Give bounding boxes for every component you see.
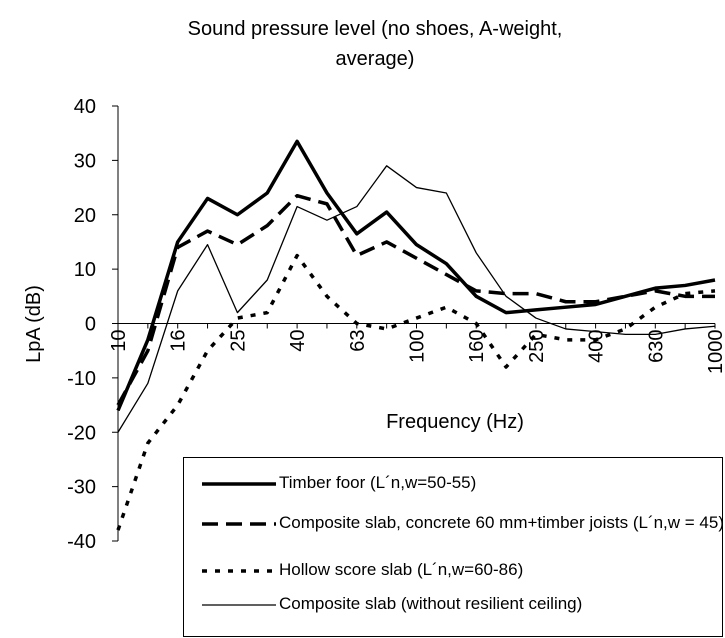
x-tick-label: 100 bbox=[407, 330, 429, 363]
legend-swatches bbox=[202, 482, 276, 606]
y-tick-label: 40 bbox=[74, 96, 96, 118]
y-axis-label: LpA (dB) bbox=[23, 285, 45, 363]
legend-label: Hollow score slab (L´n,w=60-86) bbox=[279, 560, 524, 579]
legend-label: Composite slab, concrete 60 mm+timber jo… bbox=[279, 513, 725, 532]
y-tick-label: 10 bbox=[74, 259, 96, 281]
legend-label: Composite slab (without resilient ceilin… bbox=[279, 594, 583, 613]
y-tick-label: 0 bbox=[85, 314, 96, 336]
legend-label: Timber foor (L´n,w=50-55) bbox=[279, 473, 477, 492]
chart-title: Sound pressure level (no shoes, A-weight… bbox=[187, 18, 563, 70]
x-tick-label: 16 bbox=[168, 330, 190, 352]
x-tick-label: 1000 bbox=[705, 330, 725, 375]
y-tick-label: -40 bbox=[67, 531, 96, 553]
y-tick-label: 20 bbox=[74, 205, 96, 227]
series-line bbox=[116, 193, 715, 406]
x-tick-label: 160 bbox=[466, 330, 488, 363]
x-tick-label: 630 bbox=[645, 330, 667, 363]
y-tick-label: -20 bbox=[67, 422, 96, 444]
x-tick-label: 400 bbox=[586, 330, 608, 363]
series-line bbox=[116, 139, 716, 412]
y-tick-label: 30 bbox=[74, 150, 96, 172]
x-tick-label: 25 bbox=[227, 330, 249, 352]
series-line bbox=[117, 165, 716, 433]
x-tick-label: 63 bbox=[347, 330, 369, 352]
x-axis-label: Frequency (Hz) bbox=[386, 411, 524, 433]
y-tick-label: -30 bbox=[67, 477, 96, 499]
x-tick-label: 10 bbox=[108, 330, 130, 352]
series-line bbox=[116, 253, 716, 531]
legend: Timber foor (L´n,w=50-55) Composite slab,… bbox=[183, 457, 725, 637]
y-tick-label: -10 bbox=[67, 368, 96, 390]
x-tick-label: 40 bbox=[287, 330, 309, 352]
